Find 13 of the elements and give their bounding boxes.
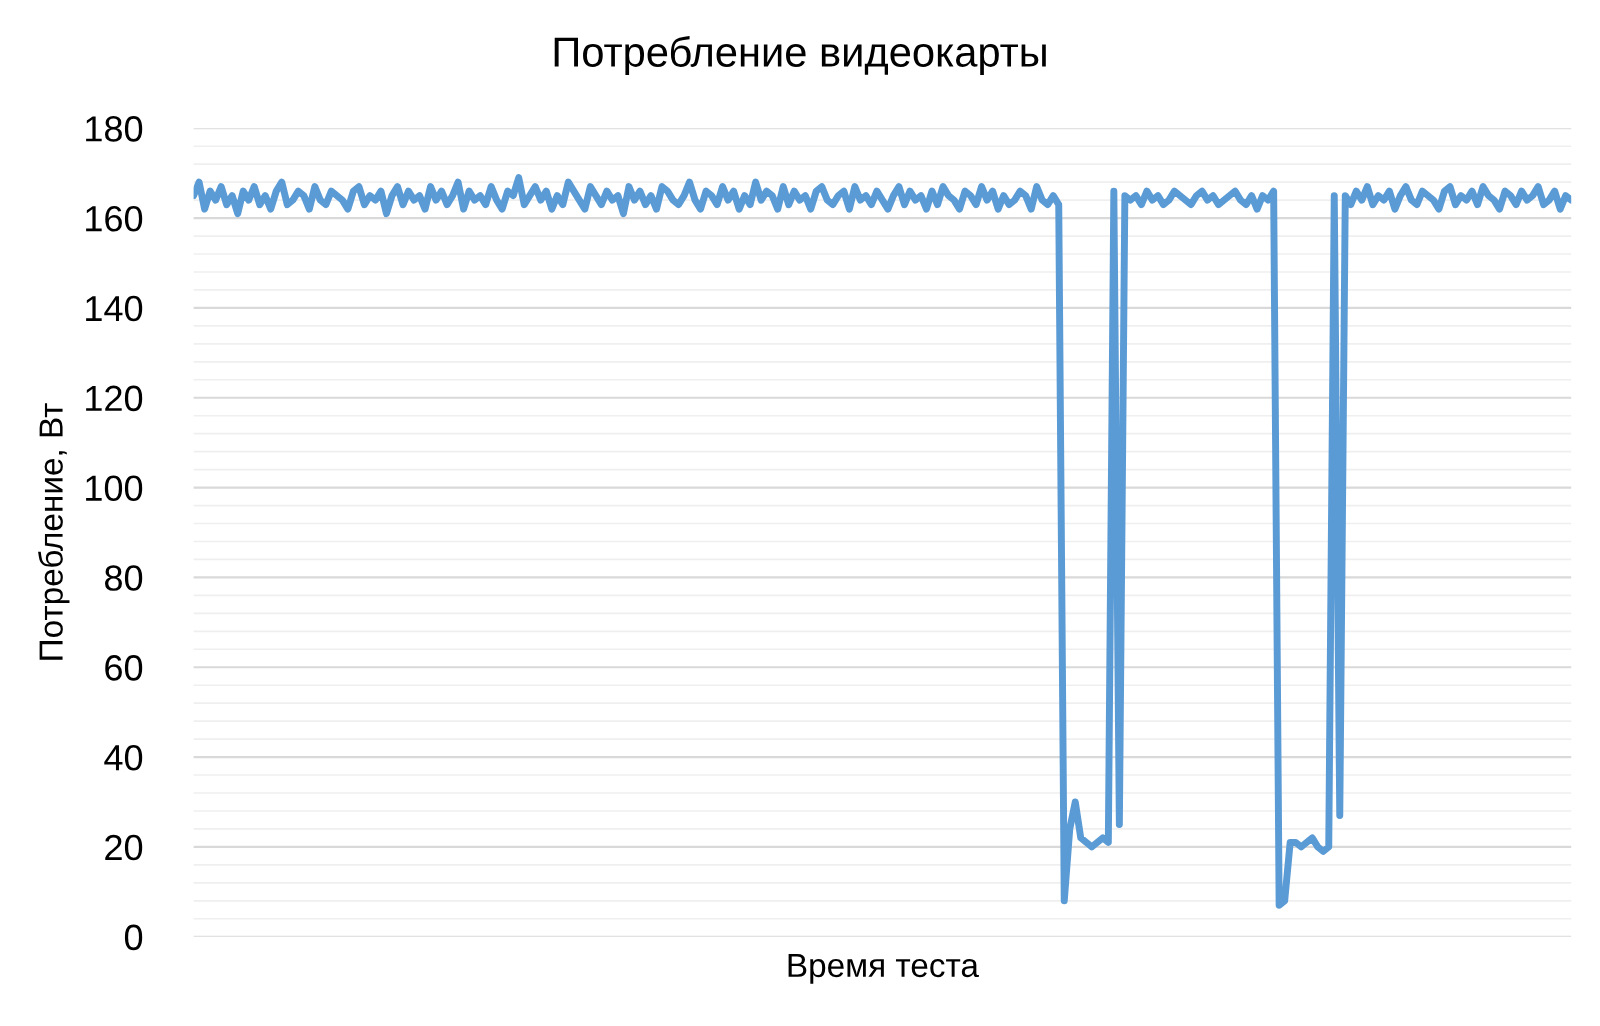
y-tick-label: 120 xyxy=(86,385,143,412)
y-tick-label: 100 xyxy=(86,475,143,502)
y-tick-label: 20 xyxy=(105,834,143,861)
y-tick-label: 160 xyxy=(86,205,143,232)
y-tick-label: 40 xyxy=(104,744,143,771)
y-axis-title: Потребление, Вт xyxy=(38,403,70,660)
x-axis-title: Время теста xyxy=(788,953,979,984)
y-tick-label: 0 xyxy=(124,924,143,951)
chart-title: Потребление видеокарты xyxy=(554,35,1046,76)
y-tick-label: 180 xyxy=(86,116,143,142)
y-tick-label: 80 xyxy=(105,565,143,591)
y-tick-label: 140 xyxy=(86,295,143,322)
y-tick-label: 60 xyxy=(105,655,143,681)
